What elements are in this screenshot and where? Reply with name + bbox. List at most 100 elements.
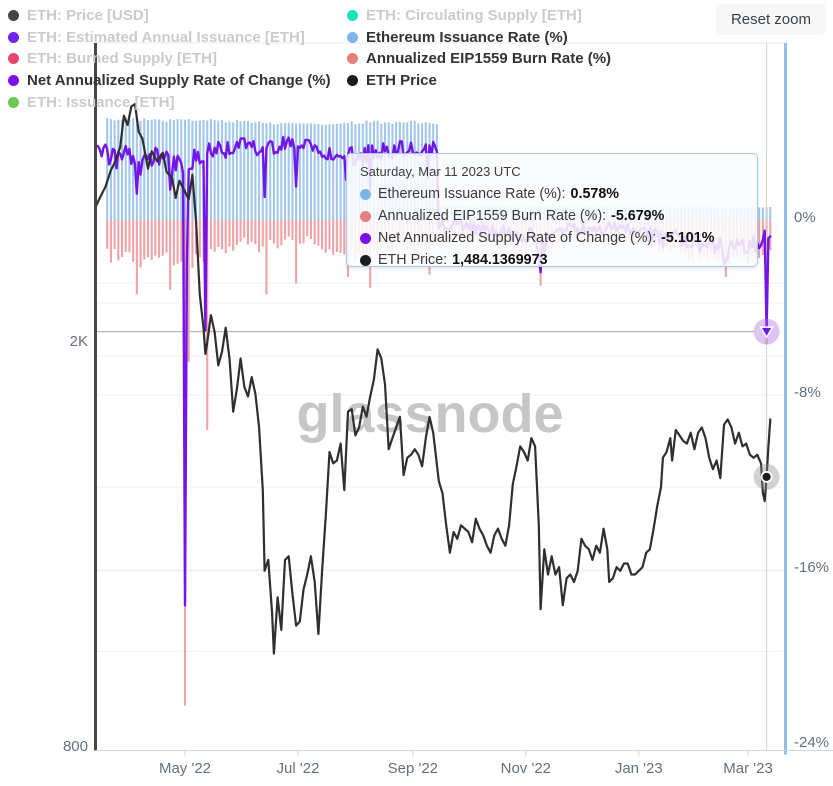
burn-rate-bar bbox=[172, 220, 175, 266]
legend-item-ethereum-issuance-rate[interactable]: Ethereum Issuance Rate (%) bbox=[347, 27, 611, 49]
burn-rate-bar bbox=[243, 220, 246, 238]
legend-item-eth-price-usd[interactable]: ETH: Price [USD] bbox=[8, 5, 331, 27]
burn-rate-bar bbox=[383, 220, 387, 245]
burn-rate-bar bbox=[369, 220, 372, 288]
burn-rate-bar bbox=[124, 220, 127, 252]
burn-rate-bar bbox=[272, 220, 275, 244]
burn-rate-bar bbox=[250, 220, 253, 242]
burn-rate-bar bbox=[313, 220, 316, 245]
issuance-rate-bar bbox=[124, 117, 127, 220]
legend-item-circulating-supply[interactable]: ETH: Circulating Supply [ETH] bbox=[347, 5, 611, 27]
series-dot bbox=[347, 75, 358, 87]
burn-rate-bar bbox=[724, 220, 727, 277]
issuance-rate-bar bbox=[213, 120, 216, 220]
burn-rate-bar bbox=[176, 220, 179, 264]
burn-rate-bar bbox=[220, 220, 224, 250]
issuance-rate-bar bbox=[458, 206, 461, 220]
issuance-rate-bar bbox=[680, 206, 683, 220]
issuance-rate-bar bbox=[506, 206, 509, 220]
issuance-rate-bar bbox=[350, 121, 353, 220]
burn-rate-bar bbox=[446, 220, 450, 243]
burn-rate-bar bbox=[524, 220, 527, 254]
reset-zoom-button[interactable]: Reset zoom bbox=[715, 4, 826, 35]
issuance-rate-bar bbox=[217, 120, 220, 220]
burn-rate-bar bbox=[395, 220, 398, 248]
burn-rate-bar bbox=[224, 220, 227, 254]
legend-item-estimated-annual-issuance[interactable]: ETH: Estimated Annual Issuance [ETH] bbox=[8, 27, 331, 49]
issuance-rate-bar bbox=[276, 124, 279, 220]
legend-item-annualized-eip1559-burn-rate[interactable]: Annualized EIP1559 Burn Rate (%) bbox=[347, 48, 611, 70]
issuance-rate-bar bbox=[750, 207, 753, 220]
issuance-rate-bar bbox=[609, 206, 613, 220]
burn-rate-bar bbox=[161, 220, 164, 256]
issuance-rate-bar bbox=[491, 206, 494, 220]
issuance-rate-bar bbox=[635, 206, 638, 220]
burn-rate-bar bbox=[324, 220, 327, 253]
issuance-rate-bar bbox=[565, 206, 568, 220]
issuance-rate-bar bbox=[132, 118, 135, 220]
burn-rate-bar bbox=[276, 220, 279, 249]
x-axis-tick-label: Nov '22 bbox=[501, 760, 551, 777]
issuance-rate-bar bbox=[395, 122, 398, 220]
burn-rate-bar bbox=[283, 220, 287, 240]
issuance-rate-bar bbox=[143, 118, 146, 220]
issuance-rate-bar bbox=[135, 118, 138, 220]
issuance-rate-bar bbox=[287, 122, 290, 220]
issuance-rate-bar bbox=[150, 119, 153, 220]
issuance-rate-bar bbox=[595, 206, 598, 220]
series-dot bbox=[347, 31, 358, 43]
issuance-rate-bar bbox=[606, 206, 609, 220]
issuance-rate-bar bbox=[269, 122, 272, 220]
issuance-rate-bar bbox=[739, 207, 742, 220]
burn-rate-bar bbox=[287, 220, 290, 237]
burn-rate-bar bbox=[254, 220, 257, 245]
issuance-rate-bar bbox=[198, 120, 201, 220]
issuance-rate-bar bbox=[509, 206, 513, 220]
legend-label: Net Annualized Supply Rate of Change (%) bbox=[27, 72, 331, 90]
issuance-rate-bar bbox=[628, 206, 631, 220]
series-dot bbox=[8, 75, 19, 87]
x-axis-tick-label: Jul '22 bbox=[277, 760, 320, 777]
issuance-rate-bar bbox=[591, 206, 594, 220]
legend-item-net-annualized-supply-rate[interactable]: Net Annualized Supply Rate of Change (%) bbox=[8, 70, 331, 92]
burn-rate-bar bbox=[321, 220, 324, 250]
burn-rate-bar bbox=[169, 220, 172, 290]
legend-item-burned-supply[interactable]: ETH: Burned Supply [ETH] bbox=[8, 48, 331, 70]
burn-rate-bar bbox=[424, 220, 427, 245]
burn-rate-bar bbox=[702, 220, 705, 258]
legend-item-eth-issuance[interactable]: ETH: Issuance [ETH] bbox=[8, 91, 331, 113]
issuance-rate-bar bbox=[339, 123, 342, 220]
issuance-rate-bar bbox=[469, 206, 472, 220]
issuance-rate-bar bbox=[235, 120, 238, 220]
burn-rate-bar bbox=[298, 220, 301, 244]
issuance-rate-bar bbox=[358, 123, 361, 220]
issuance-rate-bar bbox=[684, 207, 687, 220]
issuance-rate-bar bbox=[113, 120, 116, 220]
burn-rate-bar bbox=[217, 220, 220, 247]
issuance-rate-bar bbox=[632, 206, 635, 220]
issuance-rate-bar bbox=[413, 120, 416, 220]
watermark-glassnode: glassnode bbox=[296, 384, 563, 444]
issuance-rate-bar bbox=[128, 119, 131, 220]
burn-rate-bar bbox=[335, 220, 338, 253]
burn-rate-bar bbox=[187, 220, 190, 363]
burn-rate-bar bbox=[376, 220, 379, 254]
issuance-rate-bar bbox=[450, 206, 453, 220]
issuance-rate-bar bbox=[665, 206, 668, 220]
issuance-rate-bar bbox=[580, 206, 583, 220]
legend-label: ETH: Price [USD] bbox=[27, 7, 149, 25]
burn-rate-bar bbox=[739, 220, 742, 257]
issuance-rate-bar bbox=[558, 206, 561, 220]
issuance-rate-bar bbox=[572, 206, 576, 220]
issuance-rate-bar bbox=[480, 206, 483, 220]
issuance-rate-bar bbox=[220, 120, 224, 220]
burn-rate-bar bbox=[154, 220, 157, 256]
issuance-rate-bar bbox=[421, 123, 424, 220]
issuance-rate-bar bbox=[402, 122, 405, 220]
burn-rate-bar bbox=[191, 220, 194, 268]
issuance-rate-bar bbox=[517, 206, 520, 220]
burn-rate-bar bbox=[258, 220, 261, 253]
issuance-rate-bar bbox=[747, 207, 750, 220]
legend-item-eth-price[interactable]: ETH Price bbox=[347, 70, 611, 92]
